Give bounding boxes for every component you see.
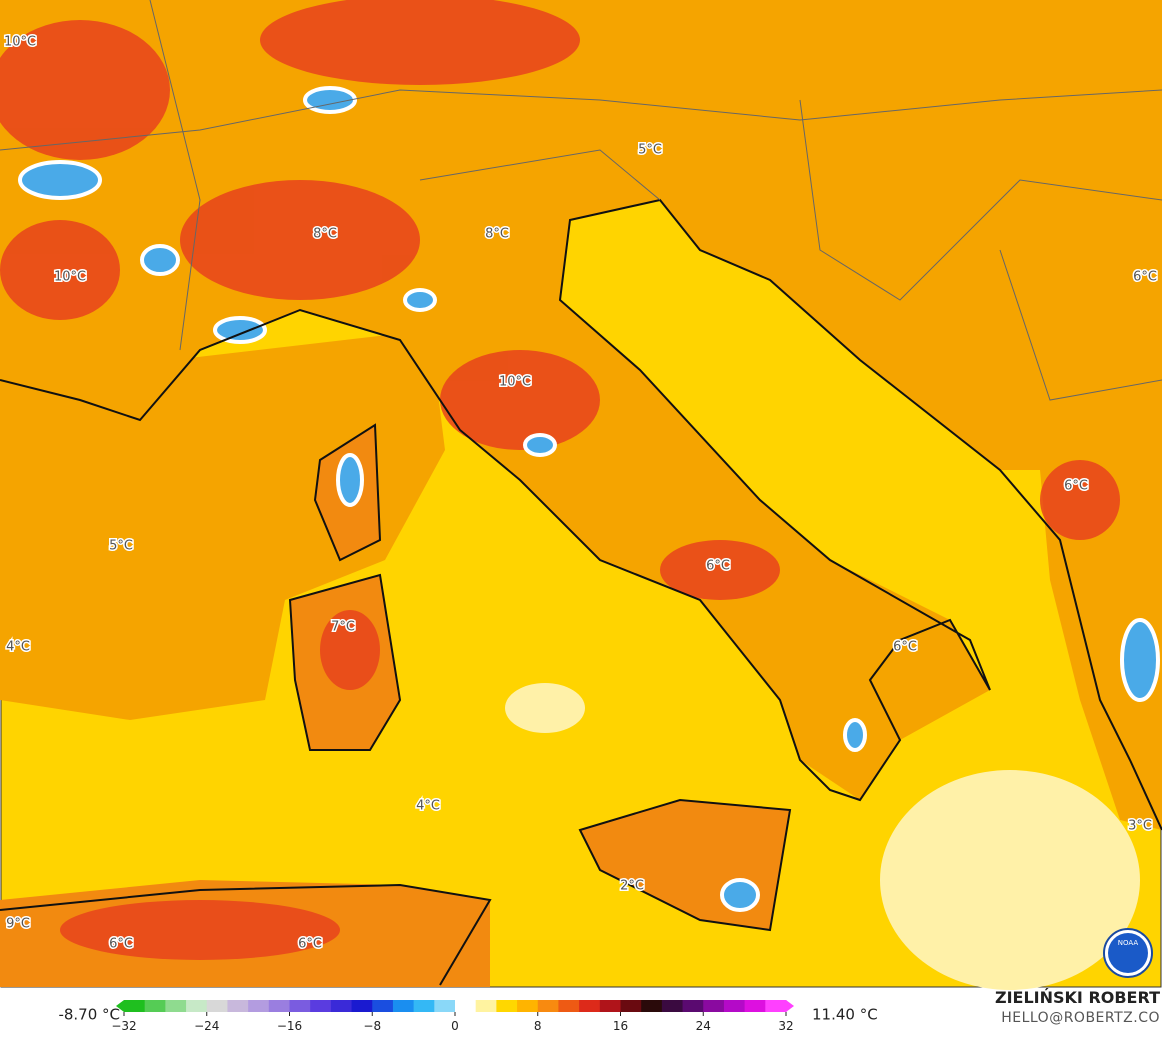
colorbar-segment [392, 1000, 415, 1012]
temperature-label: 8°C [313, 227, 337, 242]
colorbar-segment [372, 1000, 394, 1012]
temperature-label: 6°C [706, 559, 730, 574]
colorbar-segment [434, 1000, 456, 1012]
temperature-label: 4°C [6, 640, 30, 655]
temperature-label: 6°C [109, 937, 133, 952]
colorbar-segment [475, 1000, 497, 1012]
colorbar-segment [641, 1000, 663, 1012]
colorbar-segment [579, 1000, 601, 1012]
temperature-label: 2°C [620, 879, 644, 894]
temperature-label: 5°C [109, 539, 133, 554]
temperature-label: 4°C [416, 799, 440, 814]
temperature-label: 8°C [485, 227, 509, 242]
colorbar-segment [682, 1000, 704, 1012]
colorbar-segment [330, 1000, 353, 1012]
colorbar-segment [248, 1000, 270, 1012]
temperature-label: 7°C [331, 620, 355, 635]
temperature-label: 10°C [499, 375, 531, 390]
colorbar: −32 −24 −16 −8 0 8 16 24 32 [111, 1000, 794, 1033]
map: 10°C 5°C 8°C 8°C 10°C 6°C 10°C 6°C 5°C 6°C 7°C 4°C 6… [0, 0, 1162, 990]
noaa-logo: NOAA [1103, 928, 1153, 978]
colorbar-min: -8.70 °C [58, 1006, 120, 1024]
temperature-label: 6°C [298, 937, 322, 952]
colorbar-segment [558, 1000, 580, 1012]
colorbar-segment [496, 1000, 518, 1012]
colorbar-segment [723, 1000, 746, 1012]
colorbar-segment [703, 1000, 725, 1012]
colorbar-tick-label: −32 [111, 1019, 136, 1033]
temperature-label: 6°C [1133, 270, 1157, 285]
temperature-label: 10°C [54, 270, 86, 285]
colorbar-segment [268, 1000, 290, 1012]
colorbar-tick-label: 0 [451, 1019, 459, 1033]
temperature-label: 3°C [1128, 819, 1152, 834]
colorbar-segment [289, 1000, 311, 1012]
colorbar-segment [206, 1000, 228, 1012]
colorbar-tick-label: 16 [613, 1019, 628, 1033]
colorbar-segment [517, 1000, 539, 1012]
temperature-label: 6°C [893, 640, 917, 655]
email: HELLO@ROBERTZ.CO [1001, 1010, 1160, 1026]
temperature-label: 9°C [6, 917, 30, 932]
colorbar-segment [413, 1000, 435, 1012]
colorbar-tick-label: 32 [778, 1019, 793, 1033]
colorbar-right-tip [786, 1000, 794, 1012]
colorbar-segment [310, 1000, 332, 1012]
colorbar-segment [124, 1000, 146, 1012]
logo-text: NOAA [1118, 939, 1139, 947]
colorbar-max: 11.40 °C [812, 1006, 878, 1024]
colorbar-segment [661, 1000, 684, 1012]
colorbar-tick-label: −8 [363, 1019, 381, 1033]
author: ZIELIŃSKI ROBERT [995, 988, 1160, 1007]
colorbar-segment [744, 1000, 766, 1012]
colorbar-segment [351, 1000, 373, 1012]
colorbar-segment [599, 1000, 621, 1012]
colorbar-tick-label: −24 [194, 1019, 219, 1033]
colorbar-segment [765, 1000, 787, 1012]
colorbar-tick-label: 8 [534, 1019, 542, 1033]
colorbar-segment [165, 1000, 187, 1012]
colorbar-segment [144, 1000, 166, 1012]
colorbar-tick-label: 24 [696, 1019, 711, 1033]
colorbar-segment [620, 1000, 642, 1012]
colorbar-left-tip [116, 1000, 124, 1012]
temperature-label: 10°C [4, 35, 36, 50]
colorbar-segment [227, 1000, 249, 1012]
colorbar-segment [186, 1000, 208, 1012]
temperature-label: 5°C [638, 143, 662, 158]
colorbar-tick-label: −16 [277, 1019, 302, 1033]
colorbar-segment [455, 1000, 477, 1012]
temperature-label: 6°C [1064, 479, 1088, 494]
colorbar-segment [537, 1000, 559, 1012]
